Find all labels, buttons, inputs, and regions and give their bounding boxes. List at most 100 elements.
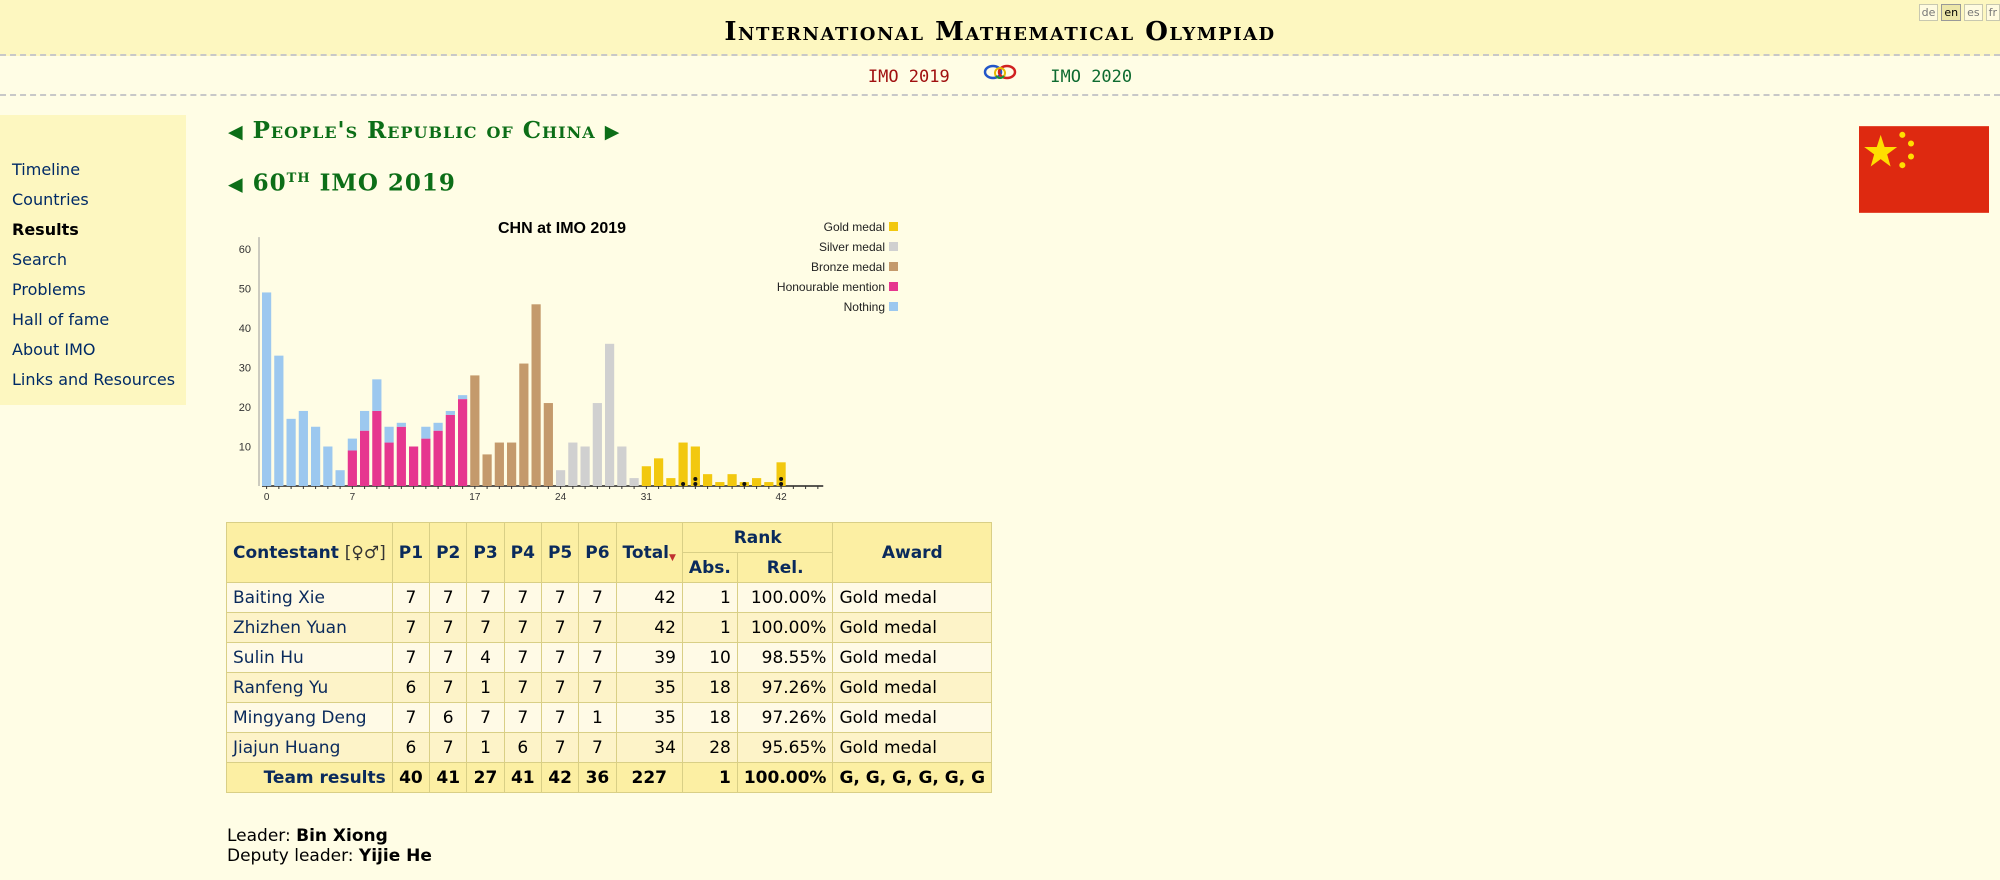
country-heading: ◀ People's Republic of China ▶ (228, 114, 620, 149)
site-title[interactable]: International Mathematical Olympiad (724, 17, 1276, 47)
problem-score: 7 (578, 672, 617, 703)
chart-bar (433, 422, 443, 431)
problem-score: 7 (466, 582, 505, 613)
team-marker (779, 477, 784, 481)
language-de-link[interactable]: de (1918, 4, 1939, 21)
team-score: 40 (391, 762, 431, 793)
chart-bar (421, 438, 431, 486)
contestant-name[interactable]: Jiajun Huang (226, 732, 393, 763)
total-score: 35 (615, 672, 683, 703)
problem-score: 7 (503, 672, 542, 703)
legend-label: Bronze medal (811, 260, 885, 274)
imo-logo-icon[interactable] (982, 58, 1018, 96)
team-score: 42 (540, 762, 580, 793)
p1-header[interactable]: P1 (391, 522, 431, 583)
y-tick-label: 30 (239, 363, 251, 375)
prev-imo-arrow-icon[interactable]: ◀ (228, 173, 244, 196)
chart-bar (384, 442, 394, 486)
problem-score: 1 (578, 702, 617, 733)
team-marker (779, 482, 784, 486)
contestant-name[interactable]: Sulin Hu (226, 642, 393, 673)
sidebar-item-about-imo[interactable]: About IMO (12, 340, 96, 359)
language-es-link[interactable]: es (1964, 4, 1983, 21)
sort-indicator-icon: ▼ (669, 552, 676, 563)
chart-title: CHN at IMO 2019 (498, 220, 626, 237)
problem-score: 7 (503, 702, 542, 733)
award-header[interactable]: Award (832, 522, 993, 583)
sidebar-item-hall-of-fame[interactable]: Hall of fame (12, 310, 110, 329)
problem-score: 7 (391, 582, 431, 613)
next-imo-link[interactable]: IMO 2020 (1050, 67, 1133, 87)
chart-bar (470, 375, 480, 486)
language-en-link[interactable]: en (1941, 4, 1962, 21)
award: Gold medal (832, 732, 993, 763)
deputy-leader-name[interactable]: Yijie He (358, 846, 432, 866)
chart-bar (409, 446, 419, 486)
results-body: Baiting Xie 7 7 7 7 7 7 42 1 100.00% Gold medal Zhi… (226, 582, 993, 763)
country-name: People's Republic of China (252, 117, 596, 144)
gender-toggle-icon[interactable]: [♀♂] (344, 542, 386, 563)
chart-bar (360, 430, 370, 486)
problem-score: 4 (466, 642, 505, 673)
contestant-name[interactable]: Baiting Xie (226, 582, 393, 613)
language-fr-link[interactable]: fr (1985, 4, 2000, 21)
problem-score: 7 (503, 612, 542, 643)
chart-bar (311, 426, 321, 486)
sidebar-item-search[interactable]: Search (12, 250, 67, 269)
problem-score: 7 (540, 702, 580, 733)
total-header[interactable]: Total▼ (615, 522, 683, 583)
rank-abs: 18 (681, 702, 738, 733)
team-results-label: Team results (226, 762, 393, 793)
next-country-arrow-icon[interactable]: ▶ (604, 121, 621, 143)
rank-rel: 98.55% (736, 642, 834, 673)
problem-score: 7 (429, 642, 468, 673)
p2-header[interactable]: P2 (429, 522, 468, 583)
p4-header[interactable]: P4 (503, 522, 542, 583)
contestant-name[interactable]: Ranfeng Yu (226, 672, 393, 703)
contestant-header-label: Contestant (233, 542, 339, 563)
contestant-name[interactable]: Mingyang Deng (226, 702, 393, 733)
award: Gold medal (832, 612, 993, 643)
contestant-header[interactable]: Contestant [♀♂] (226, 522, 393, 583)
p5-header[interactable]: P5 (540, 522, 580, 583)
sidebar-item-problems[interactable]: Problems (12, 280, 86, 299)
imo-year-nav: IMO 2019 IMO 2020 (0, 58, 2000, 96)
chart-bar (262, 292, 272, 486)
total-score: 42 (615, 612, 683, 643)
imo-label: IMO 2019 (319, 169, 456, 197)
chart-bar (347, 450, 357, 486)
y-tick-label: 50 (239, 284, 251, 296)
rank-rel-header[interactable]: Rel. (736, 552, 834, 583)
leader-label: Leader: (227, 826, 291, 846)
total-header-label: Total (622, 542, 669, 563)
contestant-name[interactable]: Zhizhen Yuan (226, 612, 393, 643)
rank-abs-header[interactable]: Abs. (681, 552, 738, 583)
problem-score: 7 (540, 582, 580, 613)
team-marker (693, 477, 698, 481)
problem-score: 6 (503, 732, 542, 763)
p3-header[interactable]: P3 (466, 522, 505, 583)
sidebar-item-timeline[interactable]: Timeline (12, 160, 81, 179)
chart-bar (568, 442, 578, 486)
team-score: 41 (429, 762, 468, 793)
chart-bar (494, 442, 504, 486)
sidebar-item-links-and-resources[interactable]: Links and Resources (12, 370, 176, 389)
rank-abs: 18 (681, 672, 738, 703)
chart-bar (372, 410, 382, 486)
problem-score: 7 (429, 612, 468, 643)
table-row: Zhizhen Yuan 7 7 7 7 7 7 42 1 100.00% Gold medal (226, 612, 993, 643)
problem-score: 7 (503, 642, 542, 673)
team-rank-abs: 1 (681, 762, 738, 793)
p6-header[interactable]: P6 (578, 522, 617, 583)
language-switcher: de en es fr (1918, 4, 2000, 21)
sidebar-item-countries[interactable]: Countries (12, 190, 89, 209)
leader-name[interactable]: Bin Xiong (296, 826, 388, 846)
prev-imo-link[interactable]: IMO 2019 (867, 67, 950, 87)
problem-score: 1 (466, 672, 505, 703)
prev-country-arrow-icon[interactable]: ◀ (228, 121, 244, 143)
rank-abs: 1 (681, 582, 738, 613)
legend-label: Gold medal (824, 220, 885, 234)
chart-bar (298, 410, 308, 486)
chart-bar (507, 442, 517, 486)
sidebar-item-results[interactable]: Results (12, 220, 79, 239)
